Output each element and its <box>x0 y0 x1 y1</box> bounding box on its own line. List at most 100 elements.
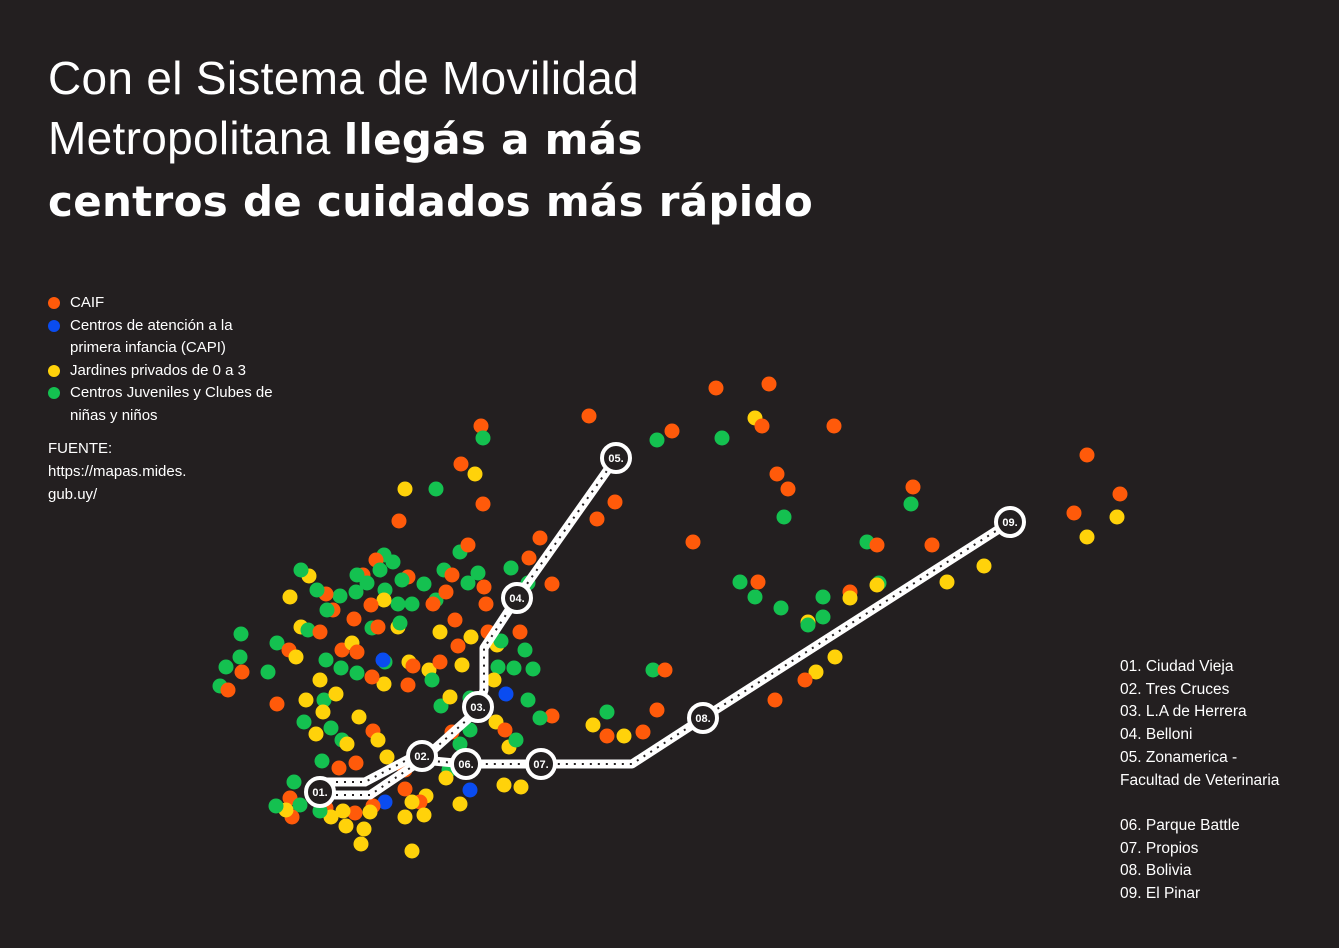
jardines-dot <box>356 821 372 837</box>
station-circle <box>687 702 719 734</box>
juveniles-dot <box>296 714 312 730</box>
station-marker: 07. <box>525 748 557 780</box>
caif-dot <box>512 624 528 640</box>
juveniles-dot <box>394 572 410 588</box>
caif-dot <box>649 702 665 718</box>
juveniles-dot <box>392 615 408 631</box>
jardines-dot <box>808 664 824 680</box>
capi-dot-icon <box>48 319 60 332</box>
jardines-dot <box>370 732 386 748</box>
caif-dot <box>347 805 363 821</box>
caif-dot <box>905 479 921 495</box>
caif-dot-icon <box>48 297 60 309</box>
caif-dot <box>589 511 605 527</box>
juveniles-dot <box>649 432 665 448</box>
juveniles-dot <box>773 600 789 616</box>
caif-dot <box>348 755 364 771</box>
station-circle <box>525 748 557 780</box>
station-circle <box>994 506 1026 538</box>
jardines-dot <box>298 692 314 708</box>
station-list-item: 04. Belloni <box>1120 726 1193 744</box>
jardines-dot <box>312 672 328 688</box>
caif-dot <box>476 579 492 595</box>
jardines-dot <box>585 717 601 733</box>
legend-item-jardines: Jardines privados de 0 a 3 <box>48 360 308 383</box>
juveniles-dot <box>292 797 308 813</box>
jardines-dot <box>513 779 529 795</box>
jardines-dot <box>288 649 304 665</box>
jardines-dot <box>338 818 354 834</box>
station-list-item: 07. Propios <box>1120 839 1199 857</box>
jardines-dot <box>976 558 992 574</box>
capi-dot <box>375 652 391 668</box>
caif-dot <box>460 537 476 553</box>
station-list-item: 01. Ciudad Vieja <box>1120 658 1234 675</box>
jardines-dot <box>404 843 420 859</box>
jardines-dot <box>616 728 632 744</box>
station-list-item: 09. El Pinar <box>1120 885 1201 903</box>
caif-dot <box>444 567 460 583</box>
caif-dot <box>425 596 441 612</box>
caif-dot <box>544 708 560 724</box>
jardines-dot <box>353 836 369 852</box>
source-link[interactable]: https://mapas.mides. <box>48 463 187 480</box>
station-number: 06. <box>458 759 473 771</box>
jardines-dot <box>315 704 331 720</box>
caif-dot <box>432 654 448 670</box>
caif-dot <box>497 722 513 738</box>
juveniles-dot <box>260 664 276 680</box>
caif-dot <box>453 456 469 472</box>
juveniles-dot <box>460 575 476 591</box>
juveniles-dot <box>269 635 285 651</box>
juveniles-dot <box>332 588 348 604</box>
jardines-dot <box>1079 529 1095 545</box>
juveniles-dot <box>520 692 536 708</box>
jardines-dot <box>323 809 339 825</box>
map-legend: CAIF Centros de atención a la primera in… <box>48 292 308 506</box>
juveniles-dot <box>506 660 522 676</box>
caif-dot <box>363 597 379 613</box>
caif-dot <box>532 530 548 546</box>
jardines-dot <box>376 592 392 608</box>
capi-dot <box>498 686 514 702</box>
jardines-dot <box>442 689 458 705</box>
juveniles-dot <box>714 430 730 446</box>
source-note: FUENTE: https://mapas.mides. gub.uy/ <box>48 437 308 506</box>
juveniles-dot <box>416 576 432 592</box>
caif-dot <box>1066 505 1082 521</box>
headline-line-3: centros de cuidados más rápido <box>48 177 814 226</box>
caif-dot <box>405 658 421 674</box>
juveniles-dot <box>314 753 330 769</box>
caif-dot <box>685 534 701 550</box>
caif-dot <box>924 537 940 553</box>
juveniles-dot <box>732 574 748 590</box>
jardines-dot <box>351 709 367 725</box>
jardines-dot <box>335 803 351 819</box>
legend-item-caif: CAIF <box>48 292 308 315</box>
jardines-dot <box>939 574 955 590</box>
caif-dot <box>635 724 651 740</box>
caif-dot <box>581 408 597 424</box>
juveniles-dot <box>218 659 234 675</box>
station-list-item: 03. L.A de Herrera <box>1120 703 1247 721</box>
station-number: 07. <box>533 759 548 771</box>
juveniles-dot <box>747 589 763 605</box>
juveniles-dot <box>233 626 249 642</box>
station-marker: 08. <box>687 702 719 734</box>
juveniles-dot <box>503 560 519 576</box>
juveniles-dot <box>268 798 284 814</box>
jardines-dot <box>362 804 378 820</box>
headline-line-1: Con el Sistema de Movilidad <box>48 52 640 104</box>
caif-dot <box>450 638 466 654</box>
jardines-dot <box>432 624 448 640</box>
caif-dot <box>397 781 413 797</box>
headline: Con el Sistema de Movilidad Metropolitan… <box>48 48 868 232</box>
caif-dot <box>761 376 777 392</box>
station-marker: 02. <box>406 740 438 772</box>
caif-dot <box>826 418 842 434</box>
juveniles-dot <box>424 672 440 688</box>
juveniles-dot-icon <box>48 387 60 399</box>
juveniles-dot <box>323 720 339 736</box>
caif-dot <box>521 550 537 566</box>
station-number: 09. <box>1002 517 1017 529</box>
